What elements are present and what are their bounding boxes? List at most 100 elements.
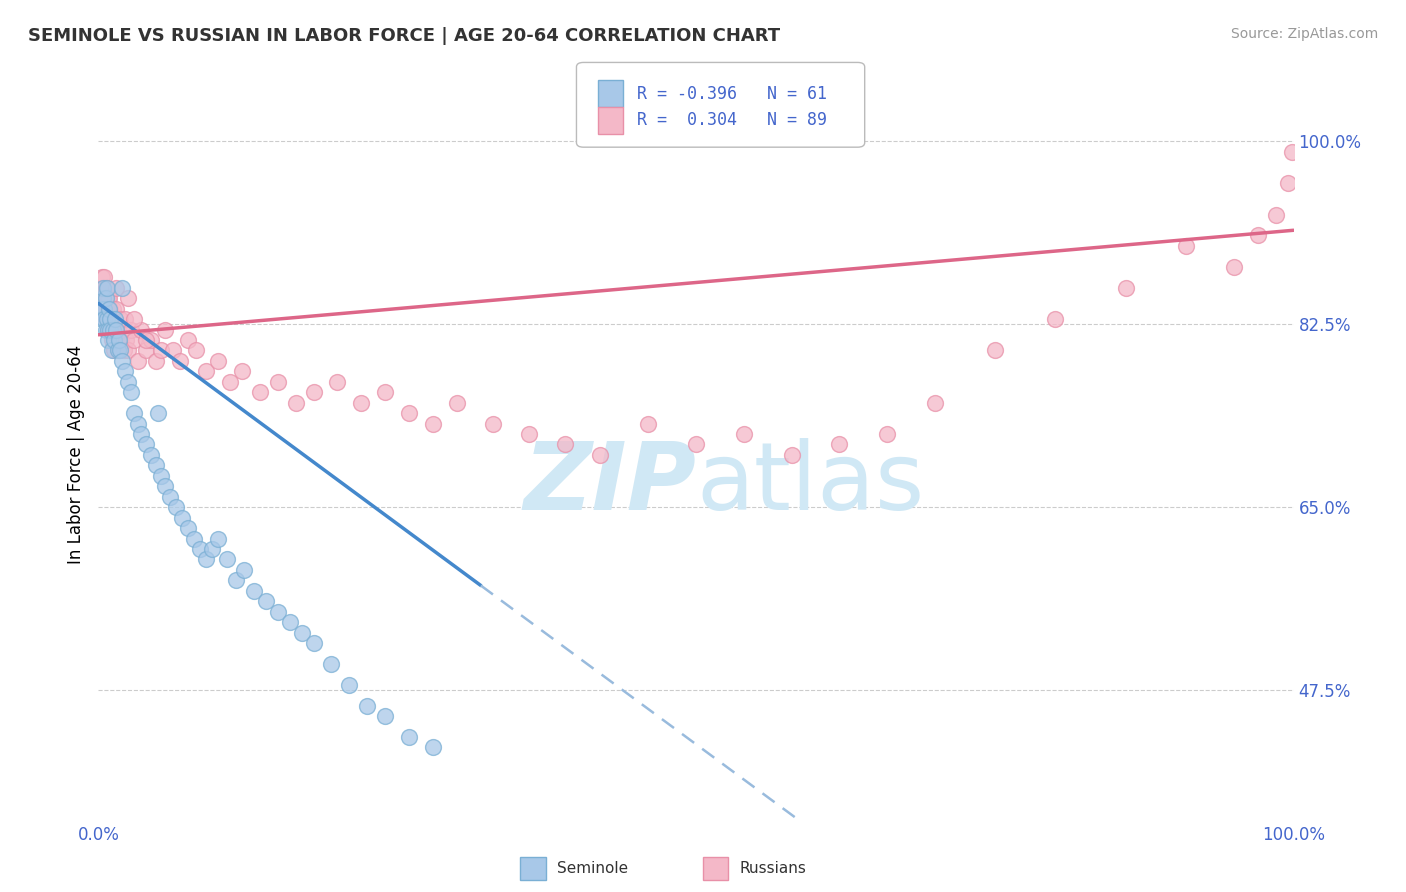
Point: [145, 354, 167, 368]
Point: [291, 625, 314, 640]
Point: [103, 333, 125, 347]
Point: [100, 312, 122, 326]
Point: [172, 510, 194, 524]
Point: [984, 343, 1007, 358]
Point: [350, 395, 373, 409]
Point: [94, 281, 117, 295]
Point: [225, 574, 247, 588]
Point: [139, 448, 162, 462]
Point: [135, 343, 157, 358]
Point: [117, 291, 139, 305]
Point: [91, 312, 114, 326]
Point: [249, 385, 271, 400]
Point: [780, 448, 803, 462]
Point: [284, 395, 307, 409]
Point: [93, 301, 115, 316]
Text: SEMINOLE VS RUSSIAN IN LABOR FORCE | AGE 20-64 CORRELATION CHART: SEMINOLE VS RUSSIAN IN LABOR FORCE | AGE…: [28, 27, 780, 45]
Point: [554, 437, 576, 451]
Point: [148, 406, 170, 420]
Point: [278, 615, 301, 629]
Point: [97, 301, 120, 316]
Point: [267, 375, 290, 389]
Point: [114, 312, 136, 326]
Point: [149, 343, 172, 358]
Point: [685, 437, 707, 451]
Point: [124, 333, 146, 347]
Text: ZIP: ZIP: [523, 438, 696, 530]
Point: [93, 312, 115, 326]
Point: [145, 458, 167, 473]
Point: [356, 698, 378, 713]
Point: [127, 417, 149, 431]
Point: [91, 281, 114, 295]
Point: [91, 291, 114, 305]
Point: [207, 532, 229, 546]
Point: [155, 479, 177, 493]
Point: [267, 605, 290, 619]
Point: [1264, 208, 1286, 222]
Point: [105, 333, 128, 347]
Point: [117, 375, 139, 389]
Point: [103, 312, 125, 326]
Point: [105, 322, 128, 336]
Point: [93, 301, 115, 316]
Point: [589, 448, 612, 462]
Point: [94, 322, 117, 336]
Point: [302, 385, 325, 400]
Text: Seminole: Seminole: [557, 861, 628, 876]
Point: [100, 343, 122, 358]
Point: [422, 417, 444, 431]
Point: [96, 281, 118, 295]
Point: [124, 406, 146, 420]
Point: [183, 532, 205, 546]
Point: [103, 343, 125, 358]
Point: [326, 375, 349, 389]
Point: [96, 301, 118, 316]
Point: [1281, 145, 1303, 159]
Point: [108, 312, 131, 326]
Point: [111, 281, 134, 295]
Point: [107, 343, 129, 358]
Point: [139, 333, 162, 347]
Point: [112, 343, 135, 358]
Point: [104, 322, 127, 336]
Point: [91, 281, 114, 295]
Point: [97, 322, 120, 336]
Point: [105, 301, 128, 316]
Point: [177, 333, 200, 347]
Point: [98, 322, 122, 336]
Point: [98, 322, 122, 336]
Point: [101, 322, 124, 336]
Point: [98, 301, 121, 316]
Point: [97, 333, 120, 347]
Point: [100, 333, 122, 347]
Point: [96, 312, 118, 326]
Point: [115, 333, 138, 347]
Point: [243, 583, 266, 598]
Point: [374, 385, 396, 400]
Point: [98, 301, 122, 316]
Point: [188, 541, 211, 556]
Point: [94, 291, 117, 305]
Point: [104, 312, 127, 326]
Point: [94, 291, 117, 305]
Point: [127, 354, 149, 368]
Point: [90, 301, 112, 316]
Point: [124, 312, 146, 326]
Point: [207, 354, 229, 368]
Point: [195, 364, 218, 378]
Point: [93, 270, 115, 285]
Point: [111, 354, 134, 368]
Point: [131, 322, 153, 336]
Point: [481, 417, 505, 431]
Point: [1223, 260, 1246, 274]
Text: Source: ZipAtlas.com: Source: ZipAtlas.com: [1230, 27, 1378, 41]
Point: [105, 281, 128, 295]
Point: [1247, 228, 1270, 243]
Point: [398, 730, 420, 744]
Point: [195, 552, 218, 566]
Point: [90, 281, 112, 295]
Point: [186, 343, 208, 358]
Point: [93, 291, 115, 305]
Point: [107, 343, 129, 358]
